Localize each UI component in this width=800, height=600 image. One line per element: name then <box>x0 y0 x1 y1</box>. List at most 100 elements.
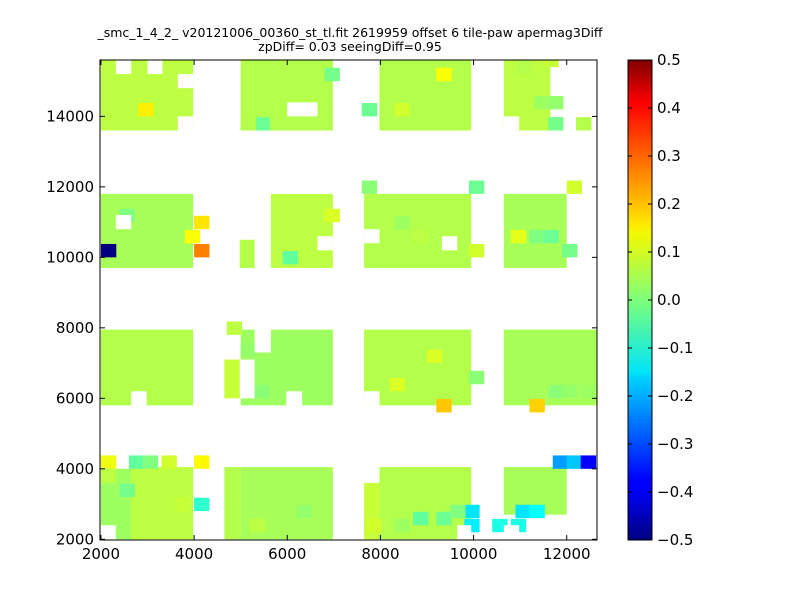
heatmap-cell-27 <box>240 117 257 131</box>
heatmap-cell-32 <box>240 342 257 357</box>
x-tick-label: 2000 <box>82 545 120 563</box>
colorbar-tick-label: 0.2 <box>657 195 681 213</box>
heatmap-cell-28 <box>468 180 485 194</box>
heatmap-cell-45 <box>510 229 527 244</box>
x-tick-label: 8000 <box>361 545 399 563</box>
heatmap-cell-55 <box>450 504 466 519</box>
heatmap-cell-25 <box>324 67 340 82</box>
empty-cell-10 <box>115 215 132 230</box>
empty-cell-15 <box>550 525 567 540</box>
heatmap-cell-3 <box>184 229 201 244</box>
heatmap-cell-37 <box>548 384 564 399</box>
heatmap-cell-48 <box>548 95 564 110</box>
heatmap-cell-62 <box>100 469 117 483</box>
colorbar-tick-label: −0.4 <box>657 483 693 501</box>
heatmap-cell-59 <box>249 518 266 533</box>
heatmap-cell-0 <box>100 243 117 258</box>
heatmap-cell-9 <box>128 455 145 469</box>
heatmap-cell-52 <box>161 455 177 469</box>
heatmap-cell-14 <box>492 518 508 533</box>
heatmap-cell-34 <box>254 384 271 399</box>
colorbar-tick-label: −0.1 <box>657 339 693 357</box>
heatmap-cell-18 <box>552 455 569 469</box>
empty-cell-13 <box>286 391 303 406</box>
colorbar-tick-label: 0.3 <box>657 147 681 165</box>
heatmap-cell-12 <box>464 504 480 519</box>
y-tick-label: 2000 <box>56 530 94 548</box>
heatmap-cell-24 <box>361 102 378 117</box>
heatmap-cell-40 <box>389 377 406 392</box>
tile-block-7 <box>100 329 194 406</box>
empty-cell-5 <box>364 229 380 244</box>
heatmap-cell-19 <box>566 455 583 469</box>
empty-cell-9 <box>147 60 163 75</box>
heatmap-cell-50 <box>515 60 531 75</box>
heatmap-cell-53 <box>413 511 429 526</box>
heatmap-cells <box>100 60 597 540</box>
x-axis: 2000 4000 6000 8000 10000 12000 <box>82 60 591 563</box>
heatmap-cell-20 <box>580 455 597 469</box>
heatmap-cell-8 <box>194 455 210 469</box>
heatmap-cell-46 <box>548 117 564 131</box>
heatmap-cell-38 <box>562 384 578 399</box>
heatmap-cell-44 <box>562 243 578 258</box>
colorbar-tick-label: 0.1 <box>657 243 681 261</box>
heatmap-cell-36 <box>468 370 485 385</box>
heatmap-cell-51 <box>543 60 559 68</box>
empty-cell-3 <box>287 102 318 117</box>
tile-block-13 <box>239 239 255 268</box>
heatmap-cell-22 <box>436 67 452 82</box>
heatmap-cell-64 <box>394 215 410 230</box>
heatmap-cell-29 <box>361 180 378 194</box>
heatmap-cell-10 <box>142 455 159 469</box>
x-tick-label: 12000 <box>543 545 591 563</box>
heatmap-cell-39 <box>580 384 597 399</box>
heatmap-cell-17 <box>529 504 545 519</box>
y-axis: 2000 4000 6000 8000 10000 12000 14000 <box>46 107 597 548</box>
heatmap-cell-2 <box>194 215 210 230</box>
empty-cell-0 <box>131 391 147 406</box>
heatmap-cell-26 <box>254 117 271 131</box>
x-tick-label: 10000 <box>450 545 498 563</box>
heatmap-cell-4 <box>436 399 452 413</box>
heatmap-cell-42 <box>529 229 545 244</box>
y-tick-label: 12000 <box>46 178 94 196</box>
empty-cell-8 <box>177 74 194 89</box>
heatmap-cell-49 <box>576 117 592 131</box>
empty-cell-14 <box>364 391 380 406</box>
tile-block-2 <box>224 467 241 540</box>
heatmap-cell-5 <box>529 399 545 413</box>
colorbar-tick-label: 0.5 <box>657 51 681 69</box>
heatmap-cell-35 <box>152 384 168 399</box>
heatmap-cell-57 <box>394 518 410 533</box>
heatmap-cell-11 <box>194 497 210 512</box>
heatmap-cell-65 <box>413 229 429 244</box>
empty-cell-6 <box>503 116 520 131</box>
empty-cell-11 <box>441 236 458 251</box>
empty-cell-4 <box>317 236 333 251</box>
tile-block-14 <box>270 193 333 268</box>
x-tick-label: 4000 <box>175 545 213 563</box>
y-tick-label: 6000 <box>56 389 94 407</box>
heatmap-cell-31 <box>282 251 298 265</box>
heatmap-cell-58 <box>296 504 312 519</box>
empty-cell-12 <box>457 525 472 540</box>
heatmap-cell-21 <box>566 180 583 194</box>
y-tick-label: 14000 <box>46 107 94 125</box>
empty-cell-1 <box>177 116 194 131</box>
heatmap-cell-23 <box>394 102 410 117</box>
chart-title: _smc_1_4_2_ v20121006_00360_st_tl.fit 26… <box>97 25 603 40</box>
empty-cell-16 <box>503 525 520 540</box>
heatmap-cell-54 <box>436 511 452 526</box>
colorbar-tick-label: −0.3 <box>657 435 693 453</box>
heatmap-cell-60 <box>119 483 135 498</box>
tile-block-19 <box>379 60 472 131</box>
heatmap-cell-41 <box>426 349 443 364</box>
colorbar-tick-label: 0.4 <box>657 99 681 117</box>
y-tick-label: 10000 <box>46 248 94 266</box>
y-tick-label: 4000 <box>56 460 94 478</box>
chart-subtitle: zpDiff= 0.03 seeingDiff=0.95 <box>258 39 442 54</box>
colorbar-tick-label: −0.5 <box>657 531 693 549</box>
heatmap-cell-43 <box>543 229 559 244</box>
